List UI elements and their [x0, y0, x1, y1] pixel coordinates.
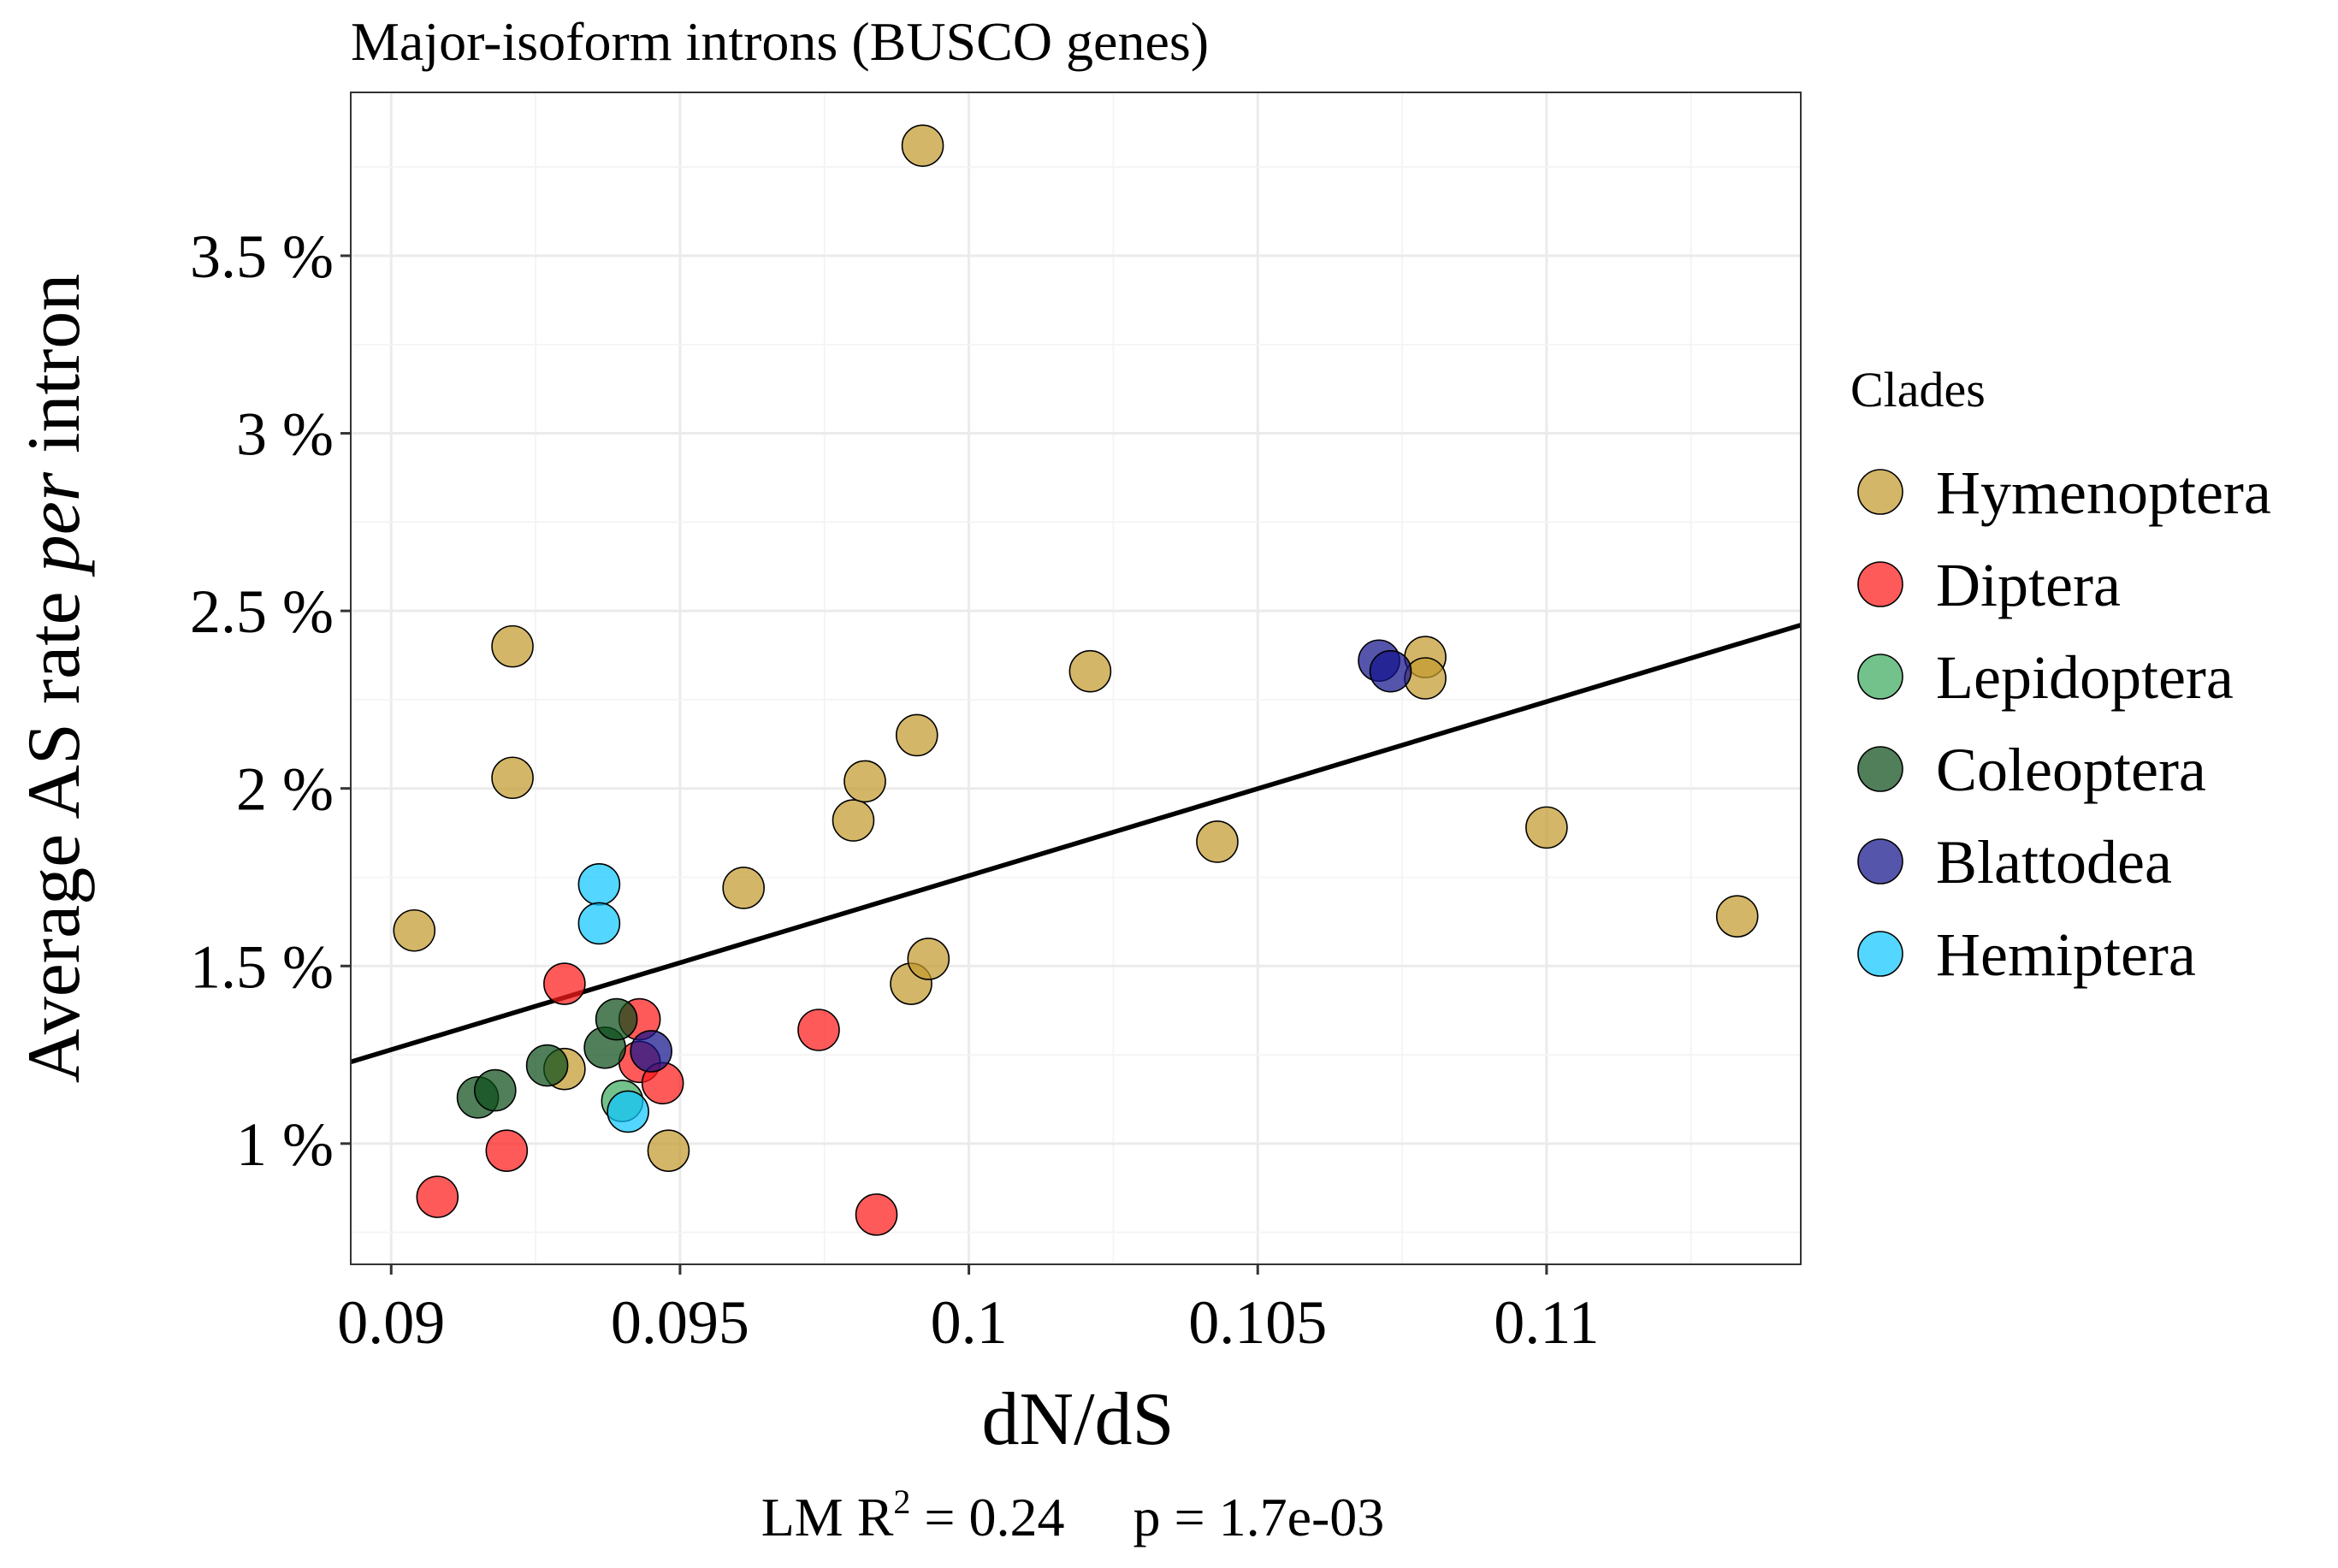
legend-label-coleoptera: Coleoptera — [1936, 736, 2206, 804]
point-diptera — [855, 1193, 898, 1236]
point-coleoptera — [525, 1044, 569, 1087]
point-hymenoptera — [895, 713, 938, 757]
y-tick-label: 1 % — [236, 1110, 334, 1179]
legend-label-hymenoptera: Hymenoptera — [1936, 459, 2271, 527]
point-hemiptera — [607, 1090, 649, 1133]
point-hemiptera — [577, 862, 621, 906]
legend-label-hemiptera: Hemiptera — [1936, 920, 2196, 989]
axis-ticks — [340, 254, 1548, 1275]
point-diptera — [416, 1175, 459, 1218]
y-tick-label: 2 % — [236, 755, 334, 824]
point-hymenoptera — [1715, 895, 1759, 938]
point-hymenoptera — [1196, 820, 1239, 863]
point-hymenoptera — [901, 124, 944, 168]
point-diptera — [797, 1009, 840, 1051]
stats-superscript: 2 — [893, 1482, 910, 1521]
x-tick-label: 0.105 — [1188, 1288, 1327, 1357]
point-hymenoptera — [1404, 657, 1447, 700]
stats-prefix: LM R — [761, 1487, 894, 1547]
y-axis-label: Average AS rate per intron — [13, 274, 96, 1084]
point-hymenoptera — [647, 1129, 690, 1172]
regression-fit — [350, 623, 1802, 1064]
point-blattodea — [630, 1030, 672, 1073]
point-hymenoptera — [1525, 806, 1568, 849]
x-tick-label: 0.1 — [931, 1288, 1008, 1357]
x-tick-label: 0.11 — [1494, 1288, 1599, 1357]
point-hymenoptera — [393, 908, 436, 952]
legend-key-lepidoptera — [1857, 654, 1903, 700]
legend-key-coleoptera — [1857, 746, 1903, 792]
x-tick-label: 0.09 — [337, 1288, 445, 1357]
point-hymenoptera — [491, 756, 534, 800]
legend-label-blattodea: Blattodea — [1936, 828, 2172, 896]
plot-panel-border — [350, 92, 1802, 1265]
y-axis-label-part-3: intron — [13, 274, 96, 472]
legend-label-lepidoptera: Lepidoptera — [1936, 643, 2234, 712]
point-coleoptera — [595, 997, 638, 1041]
legend-items: Hymenoptera Diptera Lepidoptera Coleoptera B… — [1857, 459, 2271, 989]
regression-line — [350, 623, 1802, 1064]
y-axis-label-part-2: per — [13, 471, 96, 577]
stats-r2: = 0.24 — [910, 1487, 1064, 1547]
point-diptera — [485, 1129, 529, 1172]
y-tick-label: 2.5 % — [190, 577, 334, 646]
point-hymenoptera — [907, 938, 950, 980]
legend-key-diptera — [1857, 561, 1903, 607]
point-diptera — [543, 962, 586, 1005]
y-tick-label: 1.5 % — [190, 932, 334, 1001]
y-tick-label: 3.5 % — [190, 222, 334, 291]
point-hymenoptera — [843, 760, 886, 803]
x-tick-label: 0.095 — [611, 1288, 749, 1357]
point-hemiptera — [577, 902, 621, 945]
y-tick-label: 3 % — [236, 400, 334, 469]
legend: Clades Hymenoptera Diptera Lepidoptera Cole… — [1850, 362, 2271, 989]
legend-key-hemiptera — [1857, 931, 1903, 977]
point-hymenoptera — [1068, 649, 1112, 693]
data-points — [393, 124, 1759, 1236]
point-hymenoptera — [832, 799, 875, 842]
regression-stats: LM R2 = 0.24 p = 1.7e-03 — [761, 1482, 1385, 1547]
legend-label-diptera: Diptera — [1936, 551, 2121, 619]
stats-p-value: p = 1.7e-03 — [1133, 1487, 1384, 1547]
chart-title: Major-isoform introns (BUSCO genes) — [351, 11, 1209, 72]
y-axis-label-part-1: Average AS rate — [13, 572, 96, 1083]
point-coleoptera — [474, 1068, 517, 1112]
legend-title: Clades — [1850, 362, 1986, 417]
point-hymenoptera — [491, 624, 534, 668]
legend-key-blattodea — [1857, 838, 1903, 885]
legend-key-hymenoptera — [1857, 469, 1903, 515]
tick-labels: 0.09 0.095 0.1 0.105 0.11 1 % 1.5 % 2 % 2.5 % 3 %… — [190, 222, 1600, 1357]
x-axis-label: dN/dS — [982, 1378, 1175, 1461]
grid — [351, 92, 1801, 1264]
point-blattodea — [1369, 649, 1412, 693]
point-hymenoptera — [722, 867, 766, 909]
